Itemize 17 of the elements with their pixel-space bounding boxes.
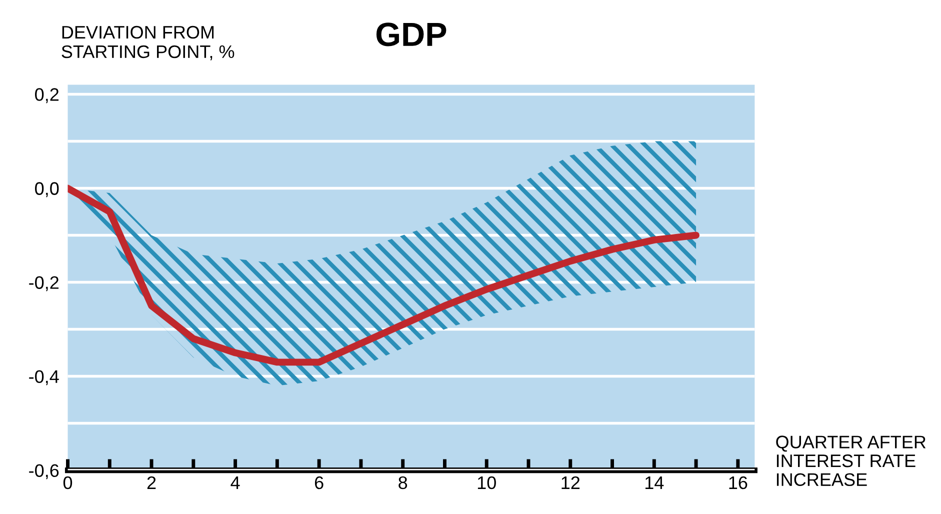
x-tick-label: 8: [398, 476, 408, 490]
y-tick-label: -0,6: [29, 464, 59, 480]
y-tick-label: -0,2: [29, 276, 59, 292]
chart-title: GDP: [376, 22, 446, 46]
x-tick-label: 12: [562, 476, 580, 489]
x-tick-label: 6: [314, 476, 324, 490]
y-tick-label: -0,4: [29, 370, 59, 386]
y-axis-title: DEVIATION FROM STARTING POINT, %: [62, 26, 234, 60]
x-tick-label: 14: [645, 476, 664, 489]
x-tick-label: 2: [147, 476, 156, 489]
y-tick-label: 0,2: [35, 88, 59, 104]
x-tick-label: 4: [230, 476, 240, 489]
y-tick-label: 0,0: [35, 182, 59, 198]
x-tick-label: 10: [478, 476, 496, 490]
x-axis-title: QUARTER AFTER INTEREST RATE INCREASE: [776, 436, 926, 486]
x-tick-label: 0: [63, 476, 72, 490]
x-tick-label: 16: [729, 476, 748, 490]
